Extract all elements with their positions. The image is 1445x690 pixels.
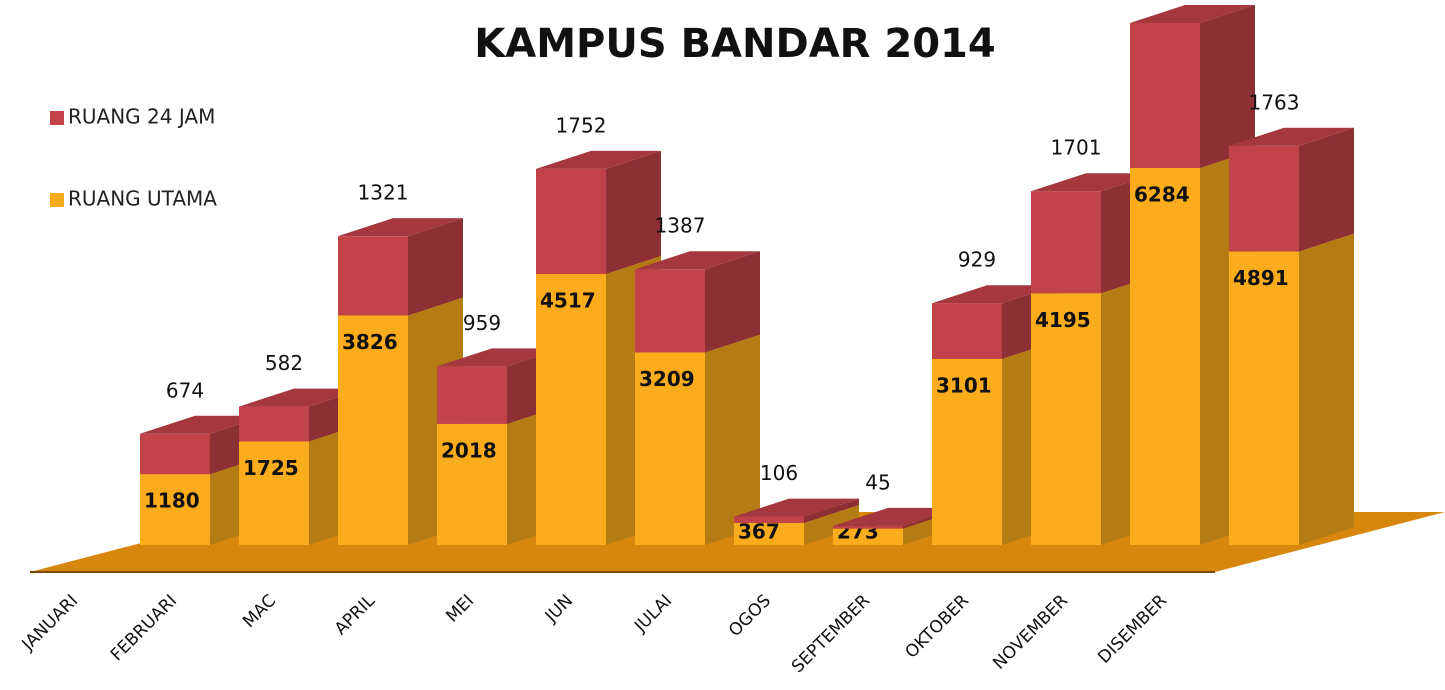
bar-top xyxy=(239,388,364,407)
x-tick-label: OGOS xyxy=(725,591,775,641)
bar-side xyxy=(705,334,760,545)
value-label: 3826 xyxy=(342,330,398,354)
bar xyxy=(734,516,804,523)
bar-side xyxy=(1200,5,1255,168)
chart-title: KAMPUS BANDAR 2014 xyxy=(474,21,995,67)
value-label: 367 xyxy=(738,520,780,544)
x-tick-label: SEPTEMBER xyxy=(788,591,874,677)
bar xyxy=(1130,23,1200,168)
x-tick-label: APRIL xyxy=(331,591,380,640)
bar-top xyxy=(734,498,859,517)
bar-side xyxy=(1299,233,1354,546)
bar xyxy=(1229,145,1299,252)
x-tick-label: JANUARI xyxy=(18,591,82,655)
bar xyxy=(833,525,903,529)
value-label: 3209 xyxy=(639,367,695,391)
legend-swatch xyxy=(50,111,64,125)
bar xyxy=(635,352,705,545)
x-tick-label: DISEMBER xyxy=(1094,591,1171,668)
x-tick-label: MEI xyxy=(442,591,478,627)
value-label: 1752 xyxy=(556,113,607,137)
value-label: 1387 xyxy=(655,214,706,238)
bar xyxy=(734,522,804,545)
bar xyxy=(338,315,408,545)
value-label: 582 xyxy=(265,351,303,375)
bar xyxy=(932,358,1002,545)
bar xyxy=(437,423,507,545)
value-label: 4195 xyxy=(1035,308,1091,332)
bar xyxy=(140,474,210,545)
bar-top xyxy=(437,348,562,367)
bar-top xyxy=(140,415,265,434)
bar xyxy=(1130,167,1200,545)
value-label: 1701 xyxy=(1051,136,1102,160)
bar-top xyxy=(1031,173,1156,192)
value-label: 4517 xyxy=(540,288,596,312)
bar-top xyxy=(932,285,1057,304)
bar-side xyxy=(408,218,463,316)
bar-side xyxy=(705,251,760,353)
value-label: 2018 xyxy=(441,438,497,462)
bar-side xyxy=(804,504,859,545)
bar xyxy=(932,303,1002,359)
legend-swatch xyxy=(50,193,64,207)
bar xyxy=(536,273,606,545)
value-label: 106 xyxy=(760,461,798,485)
value-label: 45 xyxy=(865,470,890,494)
bar xyxy=(1031,191,1101,294)
x-tick-label: FEBRUARI xyxy=(107,591,181,665)
value-label: 6284 xyxy=(1134,182,1190,206)
x-tick-label: JULAI xyxy=(630,591,676,637)
bar xyxy=(239,441,309,545)
x-tick-label: NOVEMBER xyxy=(989,591,1072,674)
bar-side xyxy=(804,498,859,523)
x-tick-label: MAC xyxy=(239,591,280,632)
bar-side xyxy=(606,150,661,274)
value-label: 1321 xyxy=(358,181,409,205)
value-label: 959 xyxy=(463,311,501,335)
bar xyxy=(1229,251,1299,546)
bar xyxy=(635,269,705,353)
bar xyxy=(140,433,210,475)
bar xyxy=(338,236,408,316)
bar-top xyxy=(1229,127,1354,146)
bar-top xyxy=(635,251,760,270)
bar xyxy=(1031,293,1101,545)
bar-top xyxy=(338,218,463,237)
bar xyxy=(437,366,507,424)
legend-label: RUANG 24 JAM xyxy=(68,105,215,129)
value-label: 4891 xyxy=(1233,266,1289,290)
bar-side xyxy=(1299,127,1354,252)
bar-top xyxy=(1130,5,1255,23)
value-label: 3101 xyxy=(936,373,992,397)
x-tick-label: JUN xyxy=(541,591,577,627)
x-tick-label: OKTOBER xyxy=(902,591,974,663)
value-label: 674 xyxy=(166,378,204,402)
value-label: 1180 xyxy=(144,489,200,513)
value-label: 1725 xyxy=(243,456,299,480)
bar xyxy=(239,406,309,442)
legend-label: RUANG UTAMA xyxy=(68,187,217,211)
bar xyxy=(536,168,606,274)
bar xyxy=(833,528,903,545)
bar-top xyxy=(536,150,661,169)
value-label: 1763 xyxy=(1249,90,1300,114)
value-label: 929 xyxy=(958,248,996,272)
bar-top xyxy=(833,507,958,526)
